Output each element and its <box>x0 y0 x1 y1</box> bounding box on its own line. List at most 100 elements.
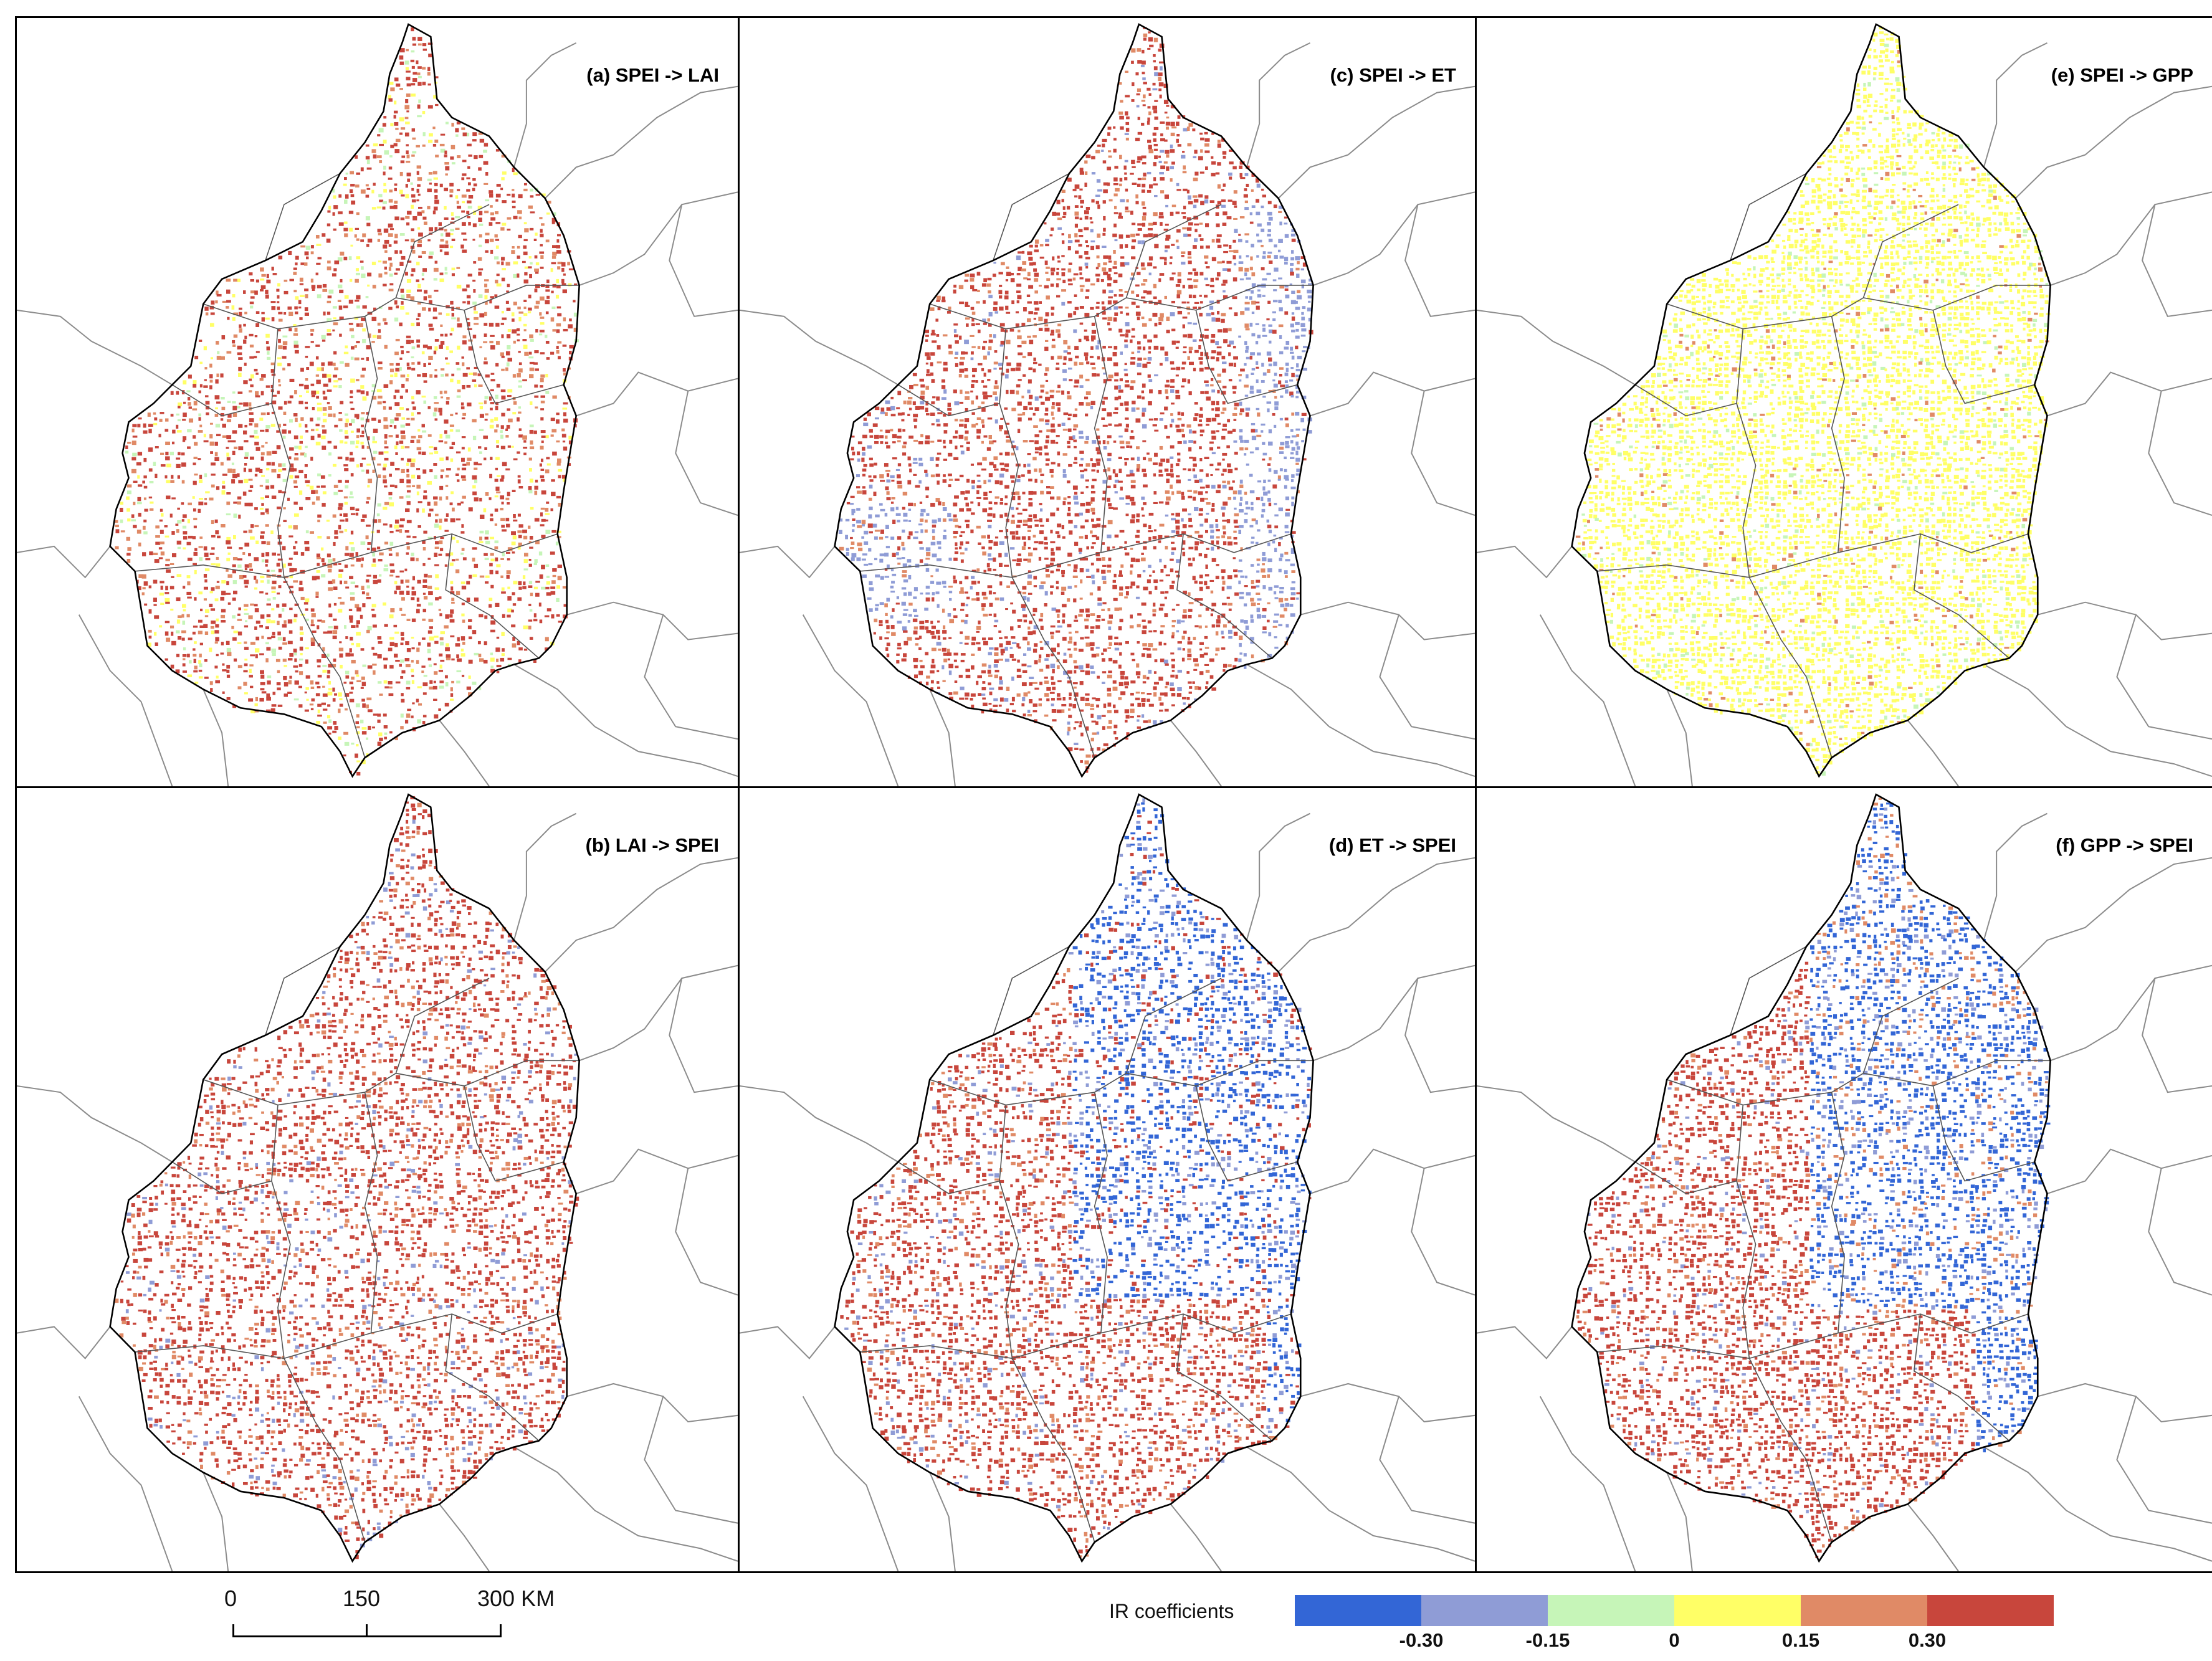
neighbor-boundary <box>513 812 577 941</box>
neighbor-boundary <box>203 688 229 786</box>
neighbor-boundary <box>929 688 956 786</box>
district-boundary <box>135 1313 558 1359</box>
neighbor-boundary <box>1907 1503 1959 1571</box>
coefficient-raster <box>1576 797 2051 1558</box>
district-boundary <box>993 946 1070 1035</box>
neighbor-boundary <box>439 720 490 786</box>
neighbor-boundary <box>740 309 899 386</box>
neighbor-boundary <box>1246 1446 1475 1562</box>
district-boundary <box>171 1161 272 1194</box>
figure-grid: (a) SPEI -> LAI (c) SPEI -> ET (e) SPEI … <box>15 16 2212 1573</box>
study-region-outline <box>109 793 580 1563</box>
district-boundary <box>860 533 1292 578</box>
neighbor-boundary <box>1379 614 1475 740</box>
neighbor-boundary <box>545 85 738 199</box>
map-panel-f: (f) GPP -> SPEI <box>1475 786 2212 1573</box>
neighbor-boundary <box>545 857 738 973</box>
map-svg <box>740 793 1475 1571</box>
district-boundary <box>999 328 1019 578</box>
district-boundary <box>1094 1092 1108 1333</box>
study-region-outline <box>1571 793 2051 1563</box>
district-boundary <box>1748 577 1833 758</box>
neighbor-boundary <box>2050 964 2212 1062</box>
neighbor-boundary <box>1411 391 1475 516</box>
neighbor-boundary <box>2037 1383 2212 1423</box>
neighbor-boundary <box>1246 812 1310 941</box>
neighbor-boundary <box>1477 1326 1573 1359</box>
neighbor-boundary <box>2014 85 2212 199</box>
study-region-outline <box>109 23 580 778</box>
district-boundary <box>1831 1092 1845 1333</box>
neighbor-boundary <box>203 1472 229 1571</box>
neighbor-boundary <box>2116 1396 2212 1524</box>
neighbor-boundary <box>675 1168 738 1296</box>
neighbor-boundary <box>579 191 738 286</box>
district-boundary <box>364 1092 378 1333</box>
neighbor-boundary <box>2047 371 2212 417</box>
neighbor-boundary <box>644 614 738 740</box>
district-boundary <box>135 533 558 578</box>
neighbor-boundary <box>2116 614 2212 740</box>
neighbor-boundary <box>1246 42 1310 168</box>
district-boundary <box>1932 1085 2035 1182</box>
neighbor-boundary <box>1539 614 1636 786</box>
district-boundary <box>464 310 564 404</box>
district-boundary <box>395 978 490 1073</box>
map-panel-e: (e) SPEI -> GPP <box>1475 16 2212 788</box>
neighbor-boundary <box>1313 964 1475 1062</box>
neighbor-boundary <box>17 1326 111 1359</box>
neighbor-boundary <box>1246 664 1475 777</box>
neighbor-boundary <box>740 1085 899 1163</box>
neighbor-boundary <box>78 614 173 786</box>
neighbor-boundary <box>1300 1383 1475 1423</box>
map-svg <box>17 793 738 1571</box>
district-boundary <box>1730 173 1807 261</box>
panel-title-c: (c) SPEI -> ET <box>1330 64 1456 87</box>
neighbor-boundary <box>1404 978 1475 1093</box>
legend-tick-label: 0.15 <box>1782 1629 1819 1652</box>
neighbor-boundary <box>579 964 738 1062</box>
district-boundary <box>265 946 341 1035</box>
district-boundary <box>897 384 1000 417</box>
coefficient-raster <box>840 798 1312 1558</box>
neighbor-boundary <box>1983 812 2048 941</box>
neighbor-boundary <box>1170 720 1222 786</box>
map-svg <box>740 23 1475 786</box>
legend-swatch <box>1674 1595 1801 1626</box>
district-boundary <box>1730 946 1807 1035</box>
neighbor-boundary <box>17 309 173 386</box>
district-boundary <box>284 1358 366 1543</box>
district-boundary <box>364 316 378 553</box>
neighbor-boundary <box>2050 191 2212 286</box>
legend-swatch <box>1421 1595 1548 1626</box>
panel-title-d: (d) ET -> SPEI <box>1329 834 1456 857</box>
district-boundary <box>1748 1358 1833 1543</box>
legend-title: IR coefficients <box>1109 1600 1234 1623</box>
neighbor-boundary <box>1310 1148 1475 1194</box>
neighbor-boundary <box>2047 1148 2212 1194</box>
district-boundary <box>1914 533 2010 659</box>
neighbor-boundary <box>1666 1472 1693 1571</box>
district-boundary <box>171 384 272 417</box>
scale-label-300: 300 KM <box>477 1586 555 1612</box>
district-boundary <box>1634 1161 1737 1194</box>
scale-tick-300 <box>500 1624 502 1635</box>
scale-label-150: 150 <box>343 1586 380 1612</box>
neighbor-boundary <box>566 601 738 640</box>
neighbor-boundary <box>1477 309 1636 386</box>
legend-swatch <box>1801 1595 1927 1626</box>
district-boundary <box>1932 310 2035 404</box>
study-region-outline <box>834 23 1314 778</box>
neighbor-boundary <box>1411 1168 1475 1296</box>
district-boundary <box>1176 533 1273 659</box>
neighbor-boundary <box>1477 1085 1636 1163</box>
neighbor-boundary <box>1300 601 1475 640</box>
district-boundary <box>1831 316 1845 553</box>
neighbor-boundary <box>1313 191 1475 286</box>
neighbor-boundary <box>439 1503 490 1571</box>
neighbor-boundary <box>1379 1396 1475 1524</box>
legend-tick-label: -0.30 <box>1399 1629 1444 1652</box>
district-boundary <box>284 577 366 758</box>
district-boundary <box>464 1085 564 1182</box>
map-panel-a: (a) SPEI -> LAI <box>15 16 740 788</box>
